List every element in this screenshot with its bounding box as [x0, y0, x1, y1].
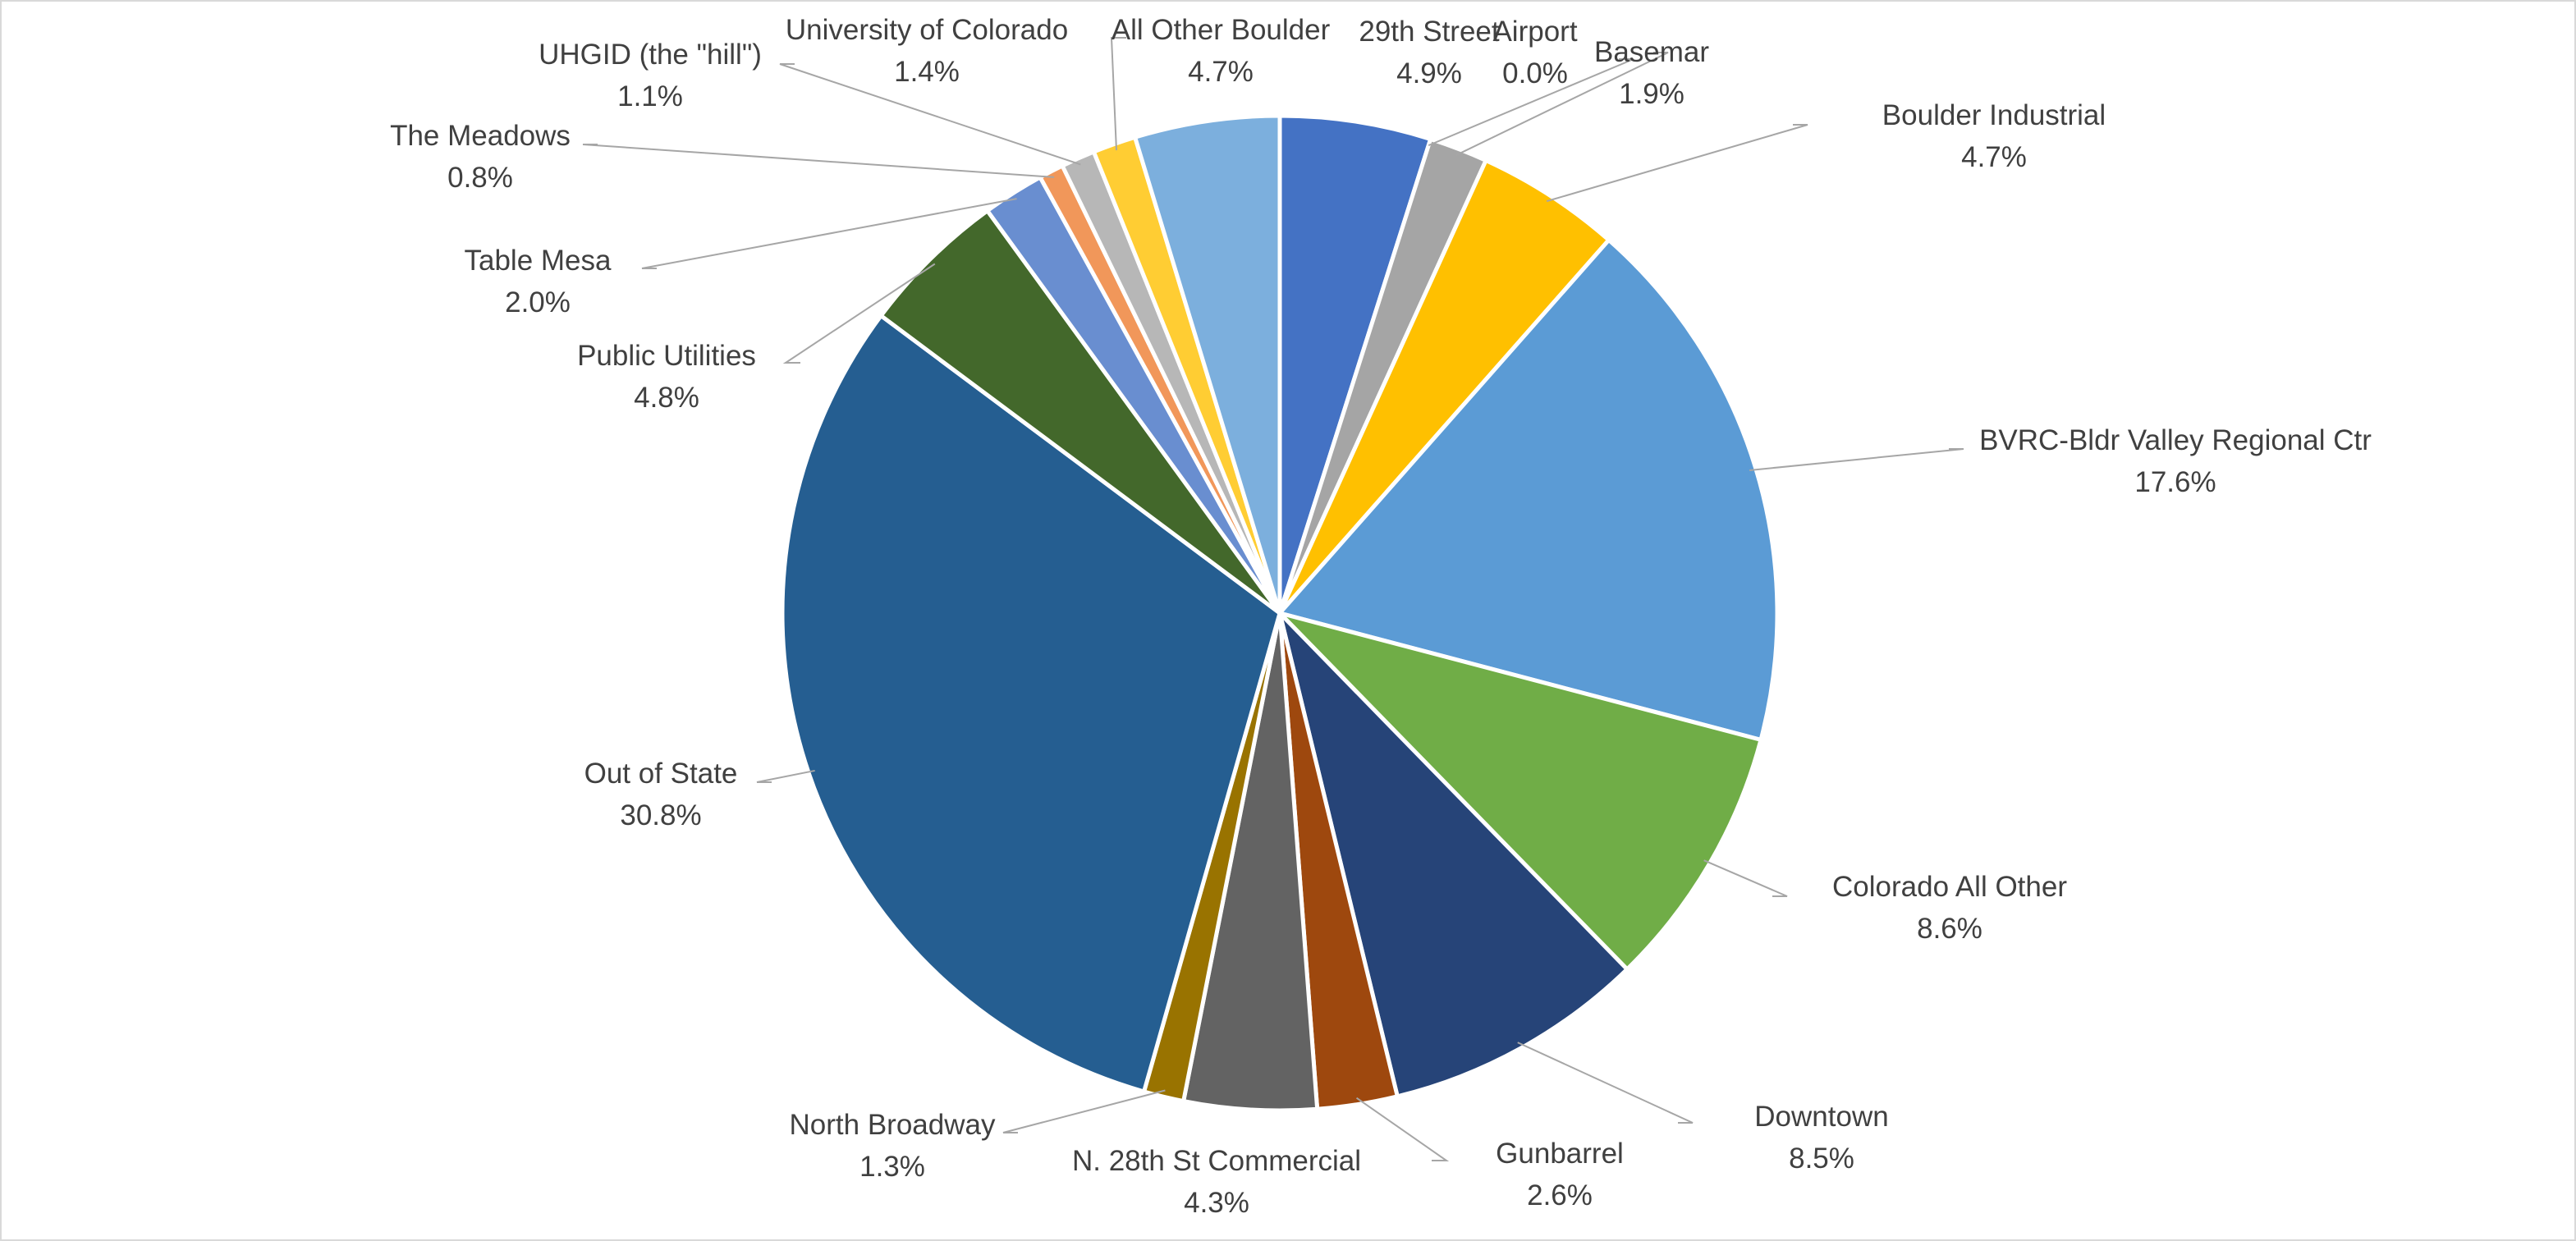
slice-label-basemar: Basemar: [1594, 36, 1709, 68]
slice-percent-airport: 0.0%: [1502, 57, 1568, 89]
pie-slice-bvrc-bldr-valley-regional-ctr: [1277, 237, 1780, 742]
leader-line-bvrc-bldr-valley-regional-ctr: [1749, 448, 1964, 471]
slice-percent-boulder-industrial: 4.7%: [1961, 141, 2027, 173]
slice-label-north-broadway: North Broadway: [790, 1109, 996, 1141]
leader-line-out-of-state: [756, 769, 815, 783]
slice-percent-colorado-all-other: 8.6%: [1917, 913, 1982, 945]
slice-percent-n-28th-st-commercial: 4.3%: [1184, 1187, 1249, 1219]
pie-slice-downtown: [1277, 611, 1629, 1099]
slice-percent-29th-street: 4.9%: [1396, 57, 1462, 89]
slice-label-boulder-industrial: Boulder Industrial: [1882, 99, 2106, 131]
slice-label-all-other-boulder: All Other Boulder: [1112, 14, 1331, 46]
slice-percent-out-of-state: 30.8%: [620, 799, 701, 831]
leader-line-colorado-all-other: [1703, 859, 1788, 897]
slice-label-downtown: Downtown: [1754, 1101, 1888, 1133]
leader-line-gunbarrel: [1355, 1097, 1450, 1161]
slice-percent-north-broadway: 1.3%: [859, 1151, 925, 1183]
leader-line-public-utilities: [782, 263, 936, 364]
slice-label-university-of-colorado: University of Colorado: [786, 14, 1068, 46]
slice-label-bvrc-bldr-valley-regional-ctr: BVRC-Bldr Valley Regional Ctr: [1979, 424, 2372, 456]
slice-percent-basemar: 1.9%: [1619, 78, 1684, 110]
pie-slice-public-utilities: [878, 208, 1282, 616]
leader-line-basemar: [1455, 52, 1669, 156]
leader-line-table-mesa: [641, 198, 1017, 269]
slice-label-uhgid-the-hill: UHGID (the "hill"): [539, 39, 762, 71]
slice-label-colorado-all-other: Colorado All Other: [1832, 871, 2067, 903]
pie-slice-boulder-industrial: [1277, 158, 1611, 616]
leader-line-downtown: [1517, 1042, 1694, 1124]
leader-line-uhgid-the-hill: [779, 63, 1081, 166]
pie-slices: [780, 113, 1780, 1113]
slice-percent-bvrc-bldr-valley-regional-ctr: 17.6%: [2134, 466, 2216, 498]
slice-percent-university-of-colorado: 1.4%: [894, 56, 960, 88]
slice-percent-gunbarrel: 2.6%: [1527, 1179, 1593, 1211]
slice-percent-public-utilities: 4.8%: [634, 382, 699, 414]
slice-percent-the-meadows: 0.8%: [447, 162, 513, 194]
leader-line-north-broadway: [1002, 1089, 1166, 1133]
slice-label-table-mesa: Table Mesa: [465, 245, 612, 277]
leader-lines: [582, 37, 1964, 1161]
slice-label-29th-street: 29th Street: [1359, 16, 1499, 48]
slice-label-n-28th-st-commercial: N. 28th St Commercial: [1072, 1145, 1361, 1177]
leader-line-airport: [1428, 58, 1634, 147]
pie-slice-all-other-boulder: [1133, 113, 1282, 616]
leader-line-the-meadows: [582, 144, 1055, 178]
slice-percent-uhgid-the-hill: 1.1%: [617, 80, 683, 112]
leader-line-university-of-colorado: [1110, 37, 1126, 151]
slice-percent-table-mesa: 2.0%: [505, 286, 571, 318]
slice-percent-downtown: 8.5%: [1789, 1143, 1854, 1175]
leader-line-boulder-industrial: [1546, 124, 1808, 203]
slice-label-the-meadows: The Meadows: [390, 120, 571, 152]
slice-label-out-of-state: Out of State: [584, 758, 738, 790]
slice-label-public-utilities: Public Utilities: [577, 340, 756, 372]
slice-label-airport: Airport: [1492, 16, 1577, 48]
slice-label-gunbarrel: Gunbarrel: [1496, 1138, 1624, 1170]
pie-slice-out-of-state: [780, 314, 1282, 1094]
slice-percent-all-other-boulder: 4.7%: [1188, 56, 1254, 88]
data-labels: 29th Street 4.9% Airport 0.0% Basemar 1.9% Bou…: [390, 14, 2372, 1219]
